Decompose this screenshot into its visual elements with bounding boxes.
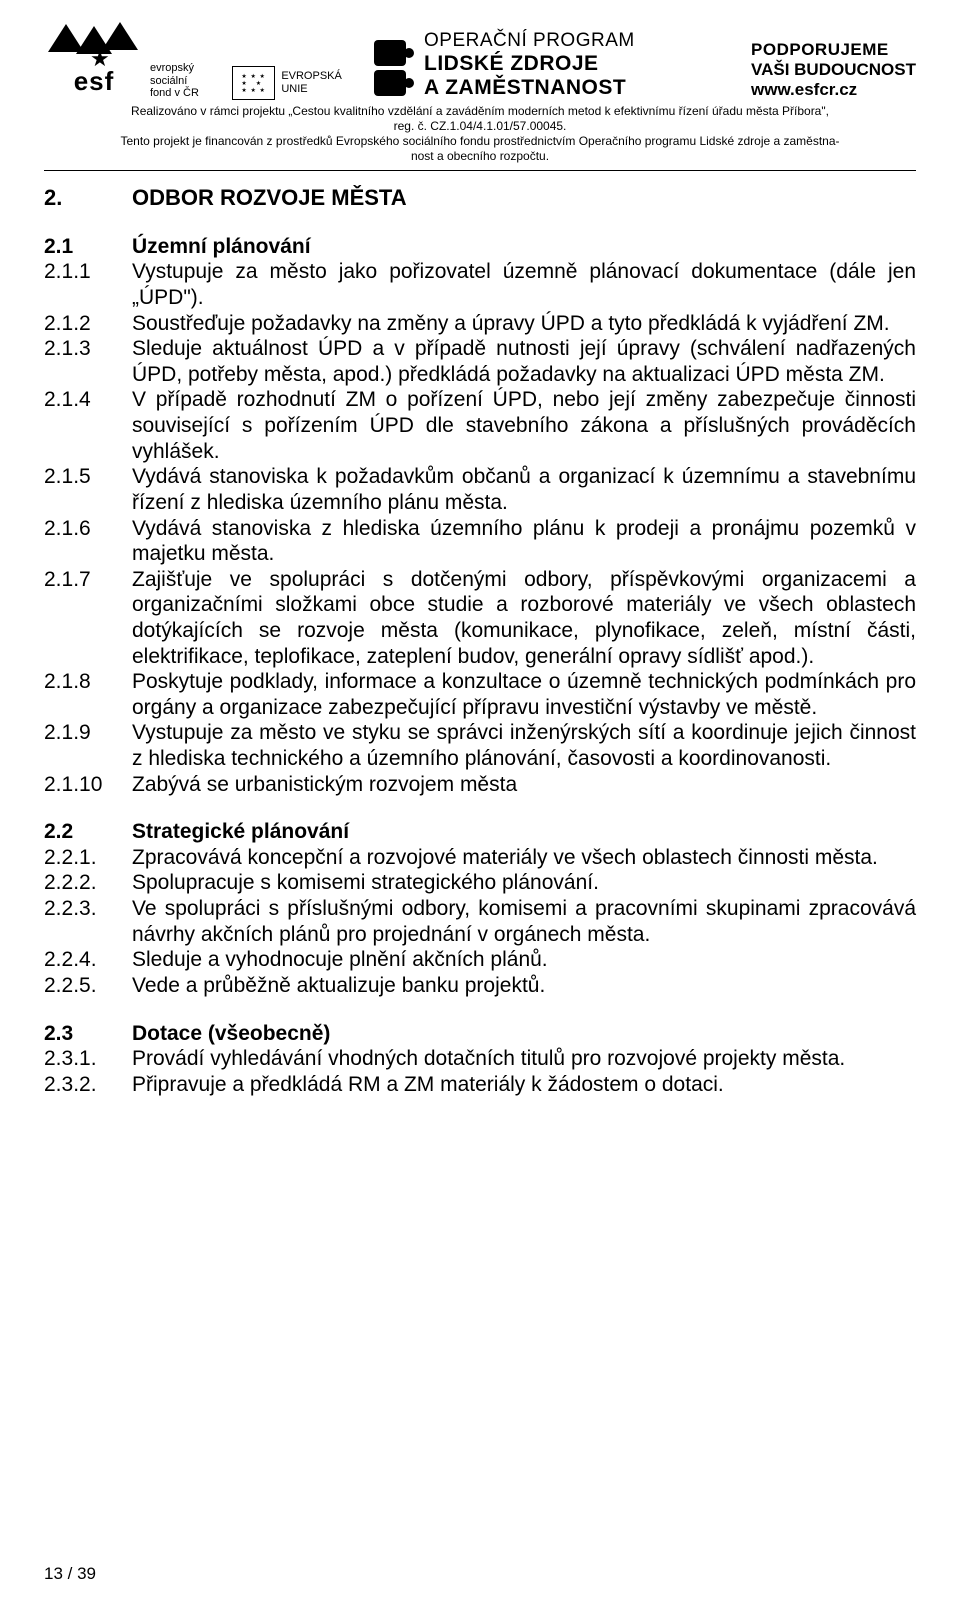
item-2-1-item: 2.1.6Vydává stanoviska z hlediska územní… [44,516,916,567]
header-rule [44,170,916,171]
section-2-title: 2. ODBOR ROZVOJE MĚSTA [44,185,916,212]
item-2-2-item: 2.2.1.Zpracovává koncepční a rozvojové m… [44,845,916,871]
item-2-1-item-num: 2.1.8 [44,669,132,720]
s21-title: Územní plánování [132,234,916,260]
item-2-1-item-num: 2.1.6 [44,516,132,567]
item-2-1-item-text: Vystupuje za město jako pořizovatel územ… [132,259,916,310]
op-line2: LIDSKÉ ZDROJE [424,52,735,76]
item-2-1-item-text: Vydává stanoviska z hlediska územního pl… [132,516,916,567]
item-2-3-item: 2.3.2.Připravuje a předkládá RM a ZM mat… [44,1072,916,1098]
list-2-3: 2.3.1.Provádí vyhledávání vhodných dotač… [44,1046,916,1097]
esf-logo: ★ esf [44,18,144,100]
item-2-1-item-num: 2.1.10 [44,772,132,798]
item-2-2-item-num: 2.2.3. [44,896,132,947]
sup-line1: PODPORUJEME [751,40,916,60]
funding-line2: reg. č. CZ.1.04/4.1.01/57.00045. [394,119,567,133]
item-2-3-item-num: 2.3.2. [44,1072,132,1098]
funding-caption: Realizováno v rámci projektu „Cestou kva… [44,104,916,164]
item-2-2-item-num: 2.2.4. [44,947,132,973]
esf-graphic: ★ [48,18,140,66]
eu-logo-block: ★ ★ ★★ ★★ ★ ★ EVROPSKÁ UNIE [232,66,362,100]
item-2-1-item: 2.1.9Vystupuje za město ve styku se sprá… [44,720,916,771]
support-block: PODPORUJEME VAŠI BUDOUCNOST www.esfcr.cz [751,38,916,100]
sup-link: www.esfcr.cz [751,80,916,100]
subsection-2-2: 2.2 Strategické plánování [44,819,916,845]
header-logos: ★ esf evropský sociální fond v ČR ★ ★ ★★… [44,14,916,100]
document-body: 2. ODBOR ROZVOJE MĚSTA 2.1 Územní plánov… [44,185,916,1097]
item-2-1-item: 2.1.8Poskytuje podklady, informace a kon… [44,669,916,720]
item-2-1-item-text: Poskytuje podklady, informace a konzulta… [132,669,916,720]
item-2-1-item: 2.1.1Vystupuje za město jako pořizovatel… [44,259,916,310]
item-2-3-item-text: Provádí vyhledávání vhodných dotačních t… [132,1046,916,1072]
list-2-2: 2.2.1.Zpracovává koncepční a rozvojové m… [44,845,916,999]
item-2-1-item-num: 2.1.3 [44,336,132,387]
op-line1: OPERAČNÍ PROGRAM [424,30,735,52]
item-2-1-item-num: 2.1.9 [44,720,132,771]
op-program-text: OPERAČNÍ PROGRAM LIDSKÉ ZDROJE A ZAMĚSTN… [424,30,735,100]
item-2-2-item-num: 2.2.1. [44,845,132,871]
list-2-1: 2.1.1Vystupuje za město jako pořizovatel… [44,259,916,797]
esf-side-1: evropský [150,62,224,75]
sec2-num: 2. [44,185,132,212]
esf-side-3: fond v ČR [150,87,224,100]
document-page: ★ esf evropský sociální fond v ČR ★ ★ ★★… [0,0,960,1616]
esf-side-2: sociální [150,75,224,88]
subsection-2-3: 2.3 Dotace (všeobecně) [44,1021,916,1047]
item-2-2-item: 2.2.4.Sleduje a vyhodnocuje plnění akční… [44,947,916,973]
item-2-1-item: 2.1.10Zabývá se urbanistickým rozvojem m… [44,772,916,798]
s23-num: 2.3 [44,1021,132,1047]
page-number: 13 / 39 [44,1564,96,1584]
item-2-1-item-text: Vystupuje za město ve styku se správci i… [132,720,916,771]
puzzle-icon [374,36,414,100]
item-2-2-item: 2.2.3.Ve spolupráci s příslušnými odbory… [44,896,916,947]
item-2-2-item: 2.2.5.Vede a průběžně aktualizuje banku … [44,973,916,999]
item-2-2-item-num: 2.2.2. [44,870,132,896]
sec2-title: ODBOR ROZVOJE MĚSTA [132,185,916,212]
esf-subtitle: evropský sociální fond v ČR [144,40,224,100]
funding-line4: nost a obecního rozpočtu. [411,149,549,163]
item-2-2-item-text: Spolupracuje s komisemi strategického pl… [132,870,916,896]
item-2-1-item-num: 2.1.4 [44,387,132,464]
item-2-3-item: 2.3.1.Provádí vyhledávání vhodných dotač… [44,1046,916,1072]
item-2-1-item-num: 2.1.2 [44,311,132,337]
item-2-2-item-text: Vede a průběžně aktualizuje banku projek… [132,973,916,999]
eu-flag-icon: ★ ★ ★★ ★★ ★ ★ [232,66,275,100]
item-2-1-item: 2.1.2Soustřeďuje požadavky na změny a úp… [44,311,916,337]
subsection-2-1: 2.1 Územní plánování [44,234,916,260]
s21-num: 2.1 [44,234,132,260]
item-2-1-item-text: Soustřeďuje požadavky na změny a úpravy … [132,311,916,337]
item-2-1-item-num: 2.1.1 [44,259,132,310]
s22-title: Strategické plánování [132,819,916,845]
eu-label: EVROPSKÁ UNIE [281,70,362,95]
op-line3: A ZAMĚSTNANOST [424,76,735,100]
s23-title: Dotace (všeobecně) [132,1021,916,1047]
item-2-1-item: 2.1.5Vydává stanoviska k požadavkům obča… [44,464,916,515]
sup-line2: VAŠI BUDOUCNOST [751,60,916,80]
item-2-1-item-text: Zabývá se urbanistickým rozvojem města [132,772,916,798]
item-2-3-item-text: Připravuje a předkládá RM a ZM materiály… [132,1072,916,1098]
item-2-1-item-text: V případě rozhodnutí ZM o pořízení ÚPD, … [132,387,916,464]
item-2-1-item-text: Zajišťuje ve spolupráci s dotčenými odbo… [132,567,916,669]
item-2-3-item-num: 2.3.1. [44,1046,132,1072]
item-2-1-item: 2.1.7Zajišťuje ve spolupráci s dotčenými… [44,567,916,669]
item-2-2-item-num: 2.2.5. [44,973,132,999]
item-2-1-item-num: 2.1.5 [44,464,132,515]
item-2-1-item: 2.1.4V případě rozhodnutí ZM o pořízení … [44,387,916,464]
item-2-1-item: 2.1.3Sleduje aktuálnost ÚPD a v případě … [44,336,916,387]
funding-line1: Realizováno v rámci projektu „Cestou kva… [131,104,829,118]
item-2-2-item-text: Sleduje a vyhodnocuje plnění akčních plá… [132,947,916,973]
funding-line3: Tento projekt je financován z prostředků… [120,134,839,148]
item-2-1-item-num: 2.1.7 [44,567,132,669]
item-2-2-item: 2.2.2.Spolupracuje s komisemi strategick… [44,870,916,896]
item-2-2-item-text: Ve spolupráci s příslušnými odbory, komi… [132,896,916,947]
item-2-1-item-text: Vydává stanoviska k požadavkům občanů a … [132,464,916,515]
s22-num: 2.2 [44,819,132,845]
item-2-2-item-text: Zpracovává koncepční a rozvojové materiá… [132,845,916,871]
item-2-1-item-text: Sleduje aktuálnost ÚPD a v případě nutno… [132,336,916,387]
